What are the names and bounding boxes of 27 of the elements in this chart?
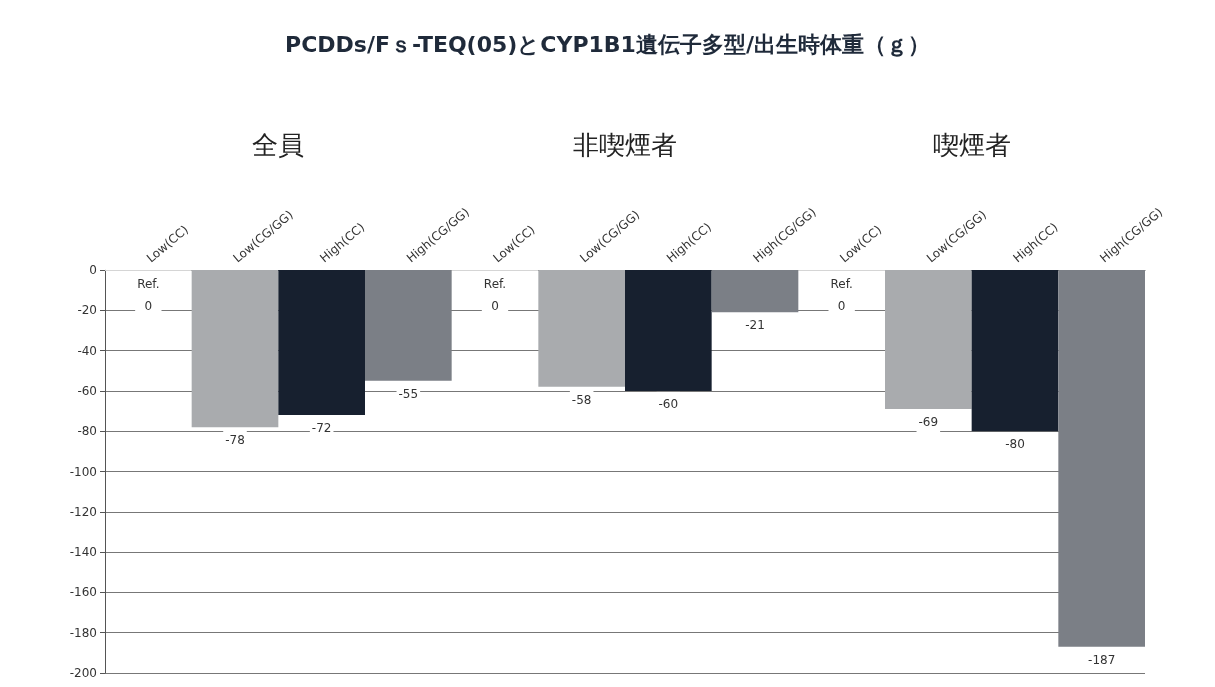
y-tick-label: -120 [69, 504, 97, 519]
y-tick-label: -100 [69, 464, 97, 479]
data-label: Ref. 0 [137, 276, 160, 313]
data-label: -80 [1005, 437, 1025, 452]
text: 全員 [252, 130, 305, 160]
y-tick-label: -80 [77, 424, 97, 439]
y-tick-label: -60 [77, 383, 97, 398]
data-label: -187 [1088, 652, 1116, 667]
data-label: -69 [918, 415, 939, 430]
data-label: -21 [745, 318, 765, 333]
y-tick-label: -40 [77, 343, 97, 358]
data-label: -60 [658, 396, 679, 411]
data-label: Ref. 0 [483, 276, 507, 313]
y-tick-label: -200 [69, 666, 97, 680]
y-tick-label: -160 [69, 585, 97, 600]
data-label: Ref. 0 [830, 276, 853, 313]
y-tick-label: -140 [69, 545, 97, 560]
text: 喫煙者 [932, 130, 1011, 160]
chart-title: PCDDs/Fｓ-TEQ(05)とCYP1B1遺伝子多型/出生時体重（ｇ） [285, 31, 930, 57]
data-label: -55 [398, 386, 419, 401]
data-label: -72 [311, 421, 332, 436]
y-tick-label: 0 [89, 263, 97, 277]
y-tick-label: -180 [69, 625, 97, 640]
data-label: -58 [571, 392, 592, 407]
y-tick-label: -20 [77, 303, 97, 318]
text: 非喫煙者 [573, 130, 677, 160]
data-label: -78 [225, 433, 245, 448]
